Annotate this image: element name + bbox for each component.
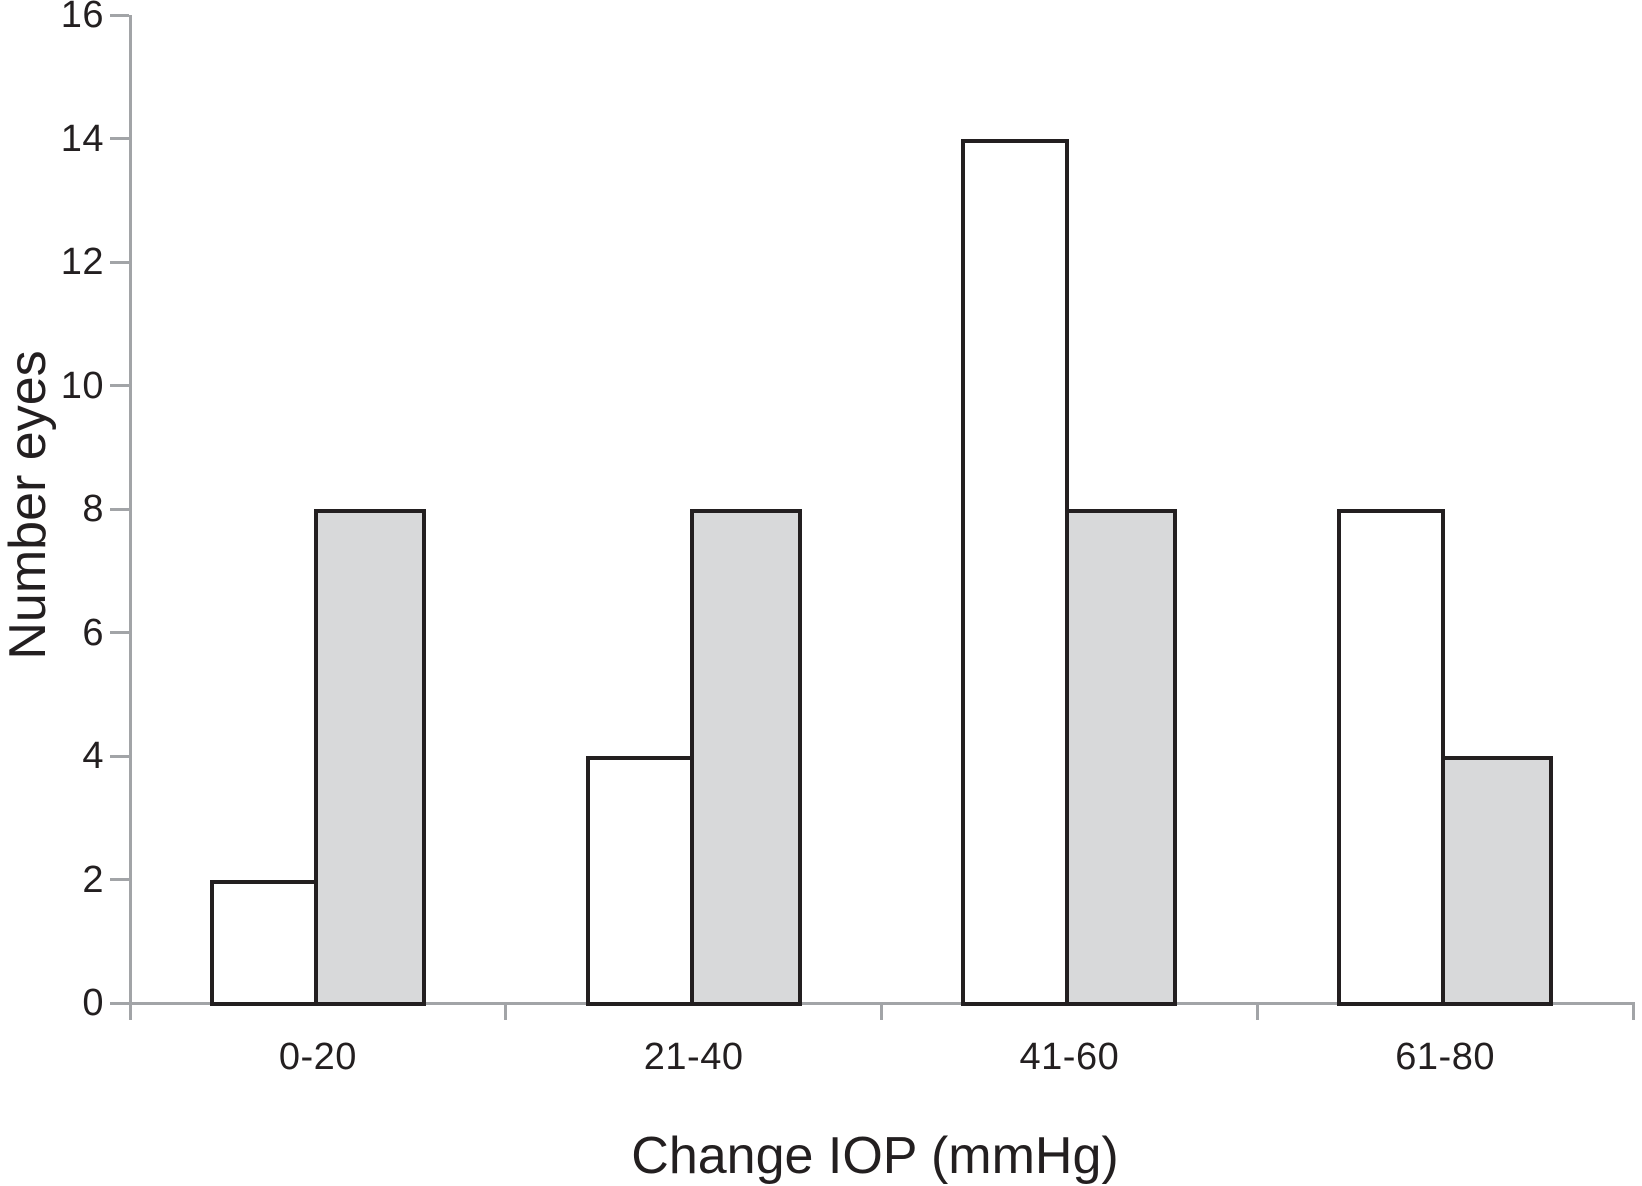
bar-gray-41-60: [1065, 509, 1178, 1006]
y-tick: [110, 631, 129, 634]
bar-white-0-20: [209, 879, 318, 1006]
x-axis-title: Change IOP (mmHg): [631, 1127, 1119, 1185]
x-tick: [504, 1003, 508, 1020]
x-category-label: 61-80: [1395, 1036, 1495, 1078]
y-tick: [110, 13, 129, 17]
bar-white-41-60: [961, 138, 1070, 1006]
y-tick-label: 10: [60, 364, 104, 407]
y-tick-label: 6: [82, 611, 104, 654]
bar-gray-21-40: [689, 509, 802, 1006]
x-tick: [880, 1003, 883, 1020]
y-tick: [110, 1001, 129, 1005]
bar-white-61-80: [1337, 509, 1446, 1006]
y-tick: [110, 754, 129, 758]
y-tick-label: 2: [82, 858, 104, 901]
y-tick-label: 0: [82, 982, 104, 1024]
y-tick-label: 16: [60, 0, 104, 36]
y-axis-line: [128, 15, 132, 1020]
bar-gray-61-80: [1441, 756, 1554, 1006]
bar-white-21-40: [585, 756, 694, 1006]
y-tick: [110, 507, 129, 511]
x-category-label: 21-40: [643, 1036, 744, 1078]
y-tick: [110, 137, 129, 140]
x-category-label: 0-20: [278, 1036, 357, 1078]
bar-gray-0-20: [313, 509, 426, 1006]
x-tick: [1631, 1003, 1635, 1020]
x-tick: [1255, 1003, 1259, 1020]
y-tick: [110, 260, 129, 264]
y-tick-label: 12: [60, 241, 104, 283]
y-tick: [110, 878, 129, 881]
y-tick-label: 4: [82, 735, 104, 777]
y-tick-label: 8: [82, 488, 104, 530]
x-tick: [128, 1003, 132, 1020]
x-category-label: 41-60: [1019, 1036, 1120, 1078]
y-tick: [110, 384, 129, 387]
y-tick-label: 14: [60, 117, 104, 160]
